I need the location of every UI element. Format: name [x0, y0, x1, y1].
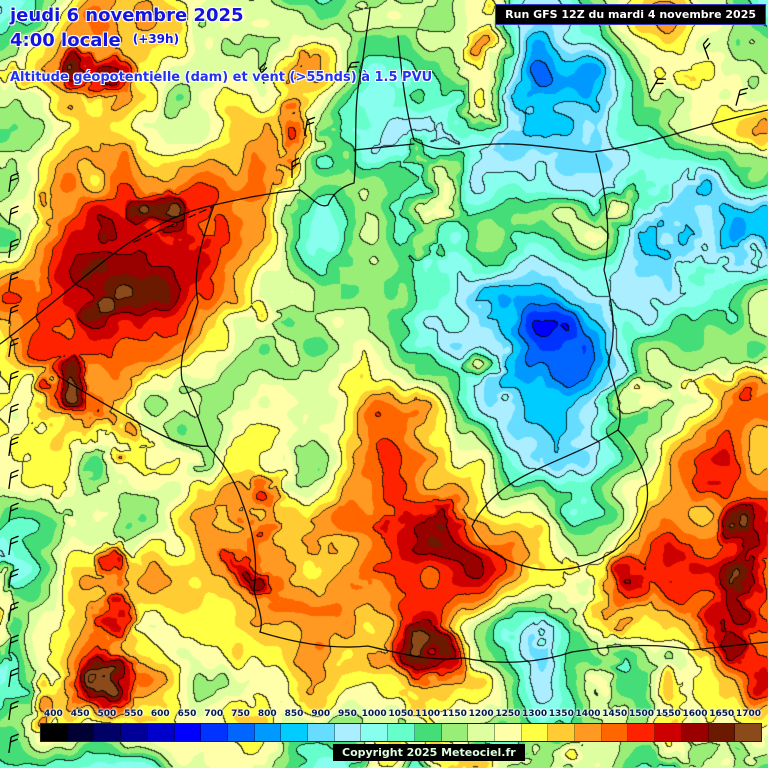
legend-color-cell [227, 724, 255, 741]
legend-color-cell [468, 724, 495, 741]
legend-color-cell [681, 724, 709, 741]
legend-color-cell [441, 724, 469, 741]
legend-value: 1600 [682, 709, 708, 719]
legend-value: 550 [124, 709, 143, 719]
legend-value: 1250 [495, 709, 521, 719]
legend-color-cell [388, 724, 415, 741]
legend-value: 1650 [709, 709, 735, 719]
legend-value-labels: 400 450 500 550 600 650 700 750 800 850 900 950 1000… [40, 709, 762, 719]
legend-value: 500 [97, 709, 117, 719]
local-time-label: 4:00 locale (+39h) [10, 30, 179, 51]
legend-color-scale [40, 723, 762, 742]
local-time-text: 4:00 locale [10, 30, 121, 51]
legend-value: 750 [231, 709, 250, 719]
legend-color-cell [67, 724, 95, 741]
forecast-offset-label: (+39h) [132, 32, 180, 46]
legend-color-cell [201, 724, 228, 741]
legend-color-cell [548, 724, 576, 741]
legend-color-cell [308, 724, 335, 741]
legend-color-cell [361, 724, 389, 741]
legend-value: 1100 [415, 709, 441, 719]
legend-value: 1050 [388, 709, 414, 719]
legend-color-cell [601, 724, 629, 741]
legend-value: 1550 [655, 709, 681, 719]
legend-color-cell [414, 724, 442, 741]
legend-value: 1350 [548, 709, 574, 719]
legend-color-cell [94, 724, 122, 741]
legend-color-cell [254, 724, 282, 741]
legend-color-cell [575, 724, 602, 741]
legend-color-cell [628, 724, 656, 741]
legend-color-cell [174, 724, 202, 741]
copyright-text: Copyright 2025 Meteociel.fr [342, 746, 516, 759]
legend-color-cell [655, 724, 682, 741]
date-label: jeudi 6 novembre 2025 [10, 5, 244, 26]
run-info-text: Run GFS 12Z du mardi 4 novembre 2025 [505, 8, 756, 21]
legend-color-cell [147, 724, 175, 741]
legend-value: 600 [150, 709, 170, 719]
legend-value: 1500 [628, 709, 655, 719]
legend-color-cell [735, 724, 761, 741]
legend-value: 1150 [441, 709, 467, 719]
legend-color-cell [41, 724, 68, 741]
legend-value: 1400 [575, 709, 601, 719]
legend-value: 700 [204, 709, 224, 719]
run-info-box: Run GFS 12Z du mardi 4 novembre 2025 [495, 4, 766, 25]
legend-color-cell [708, 724, 736, 741]
legend-color-cell [494, 724, 522, 741]
legend-value: 400 [43, 709, 63, 719]
legend-value: 1450 [602, 709, 628, 719]
legend-value: 850 [284, 709, 304, 719]
legend-value: 1000 [361, 709, 387, 719]
legend-value: 650 [177, 709, 197, 719]
legend-value: 1700 [735, 709, 761, 719]
legend-value: 1300 [522, 709, 548, 719]
legend-value: 800 [257, 709, 277, 719]
legend-value: 900 [311, 709, 331, 719]
parameter-title: Altitude géopotentielle (dam) et vent (>… [10, 70, 433, 85]
legend-color-cell [281, 724, 309, 741]
legend-value: 950 [338, 709, 357, 719]
legend-value: 1200 [468, 709, 494, 719]
copyright-box: Copyright 2025 Meteociel.fr [333, 744, 525, 761]
legend-color-cell [121, 724, 148, 741]
legend-value: 450 [70, 709, 90, 719]
legend-color-cell [521, 724, 549, 741]
legend-color-cell [334, 724, 362, 741]
